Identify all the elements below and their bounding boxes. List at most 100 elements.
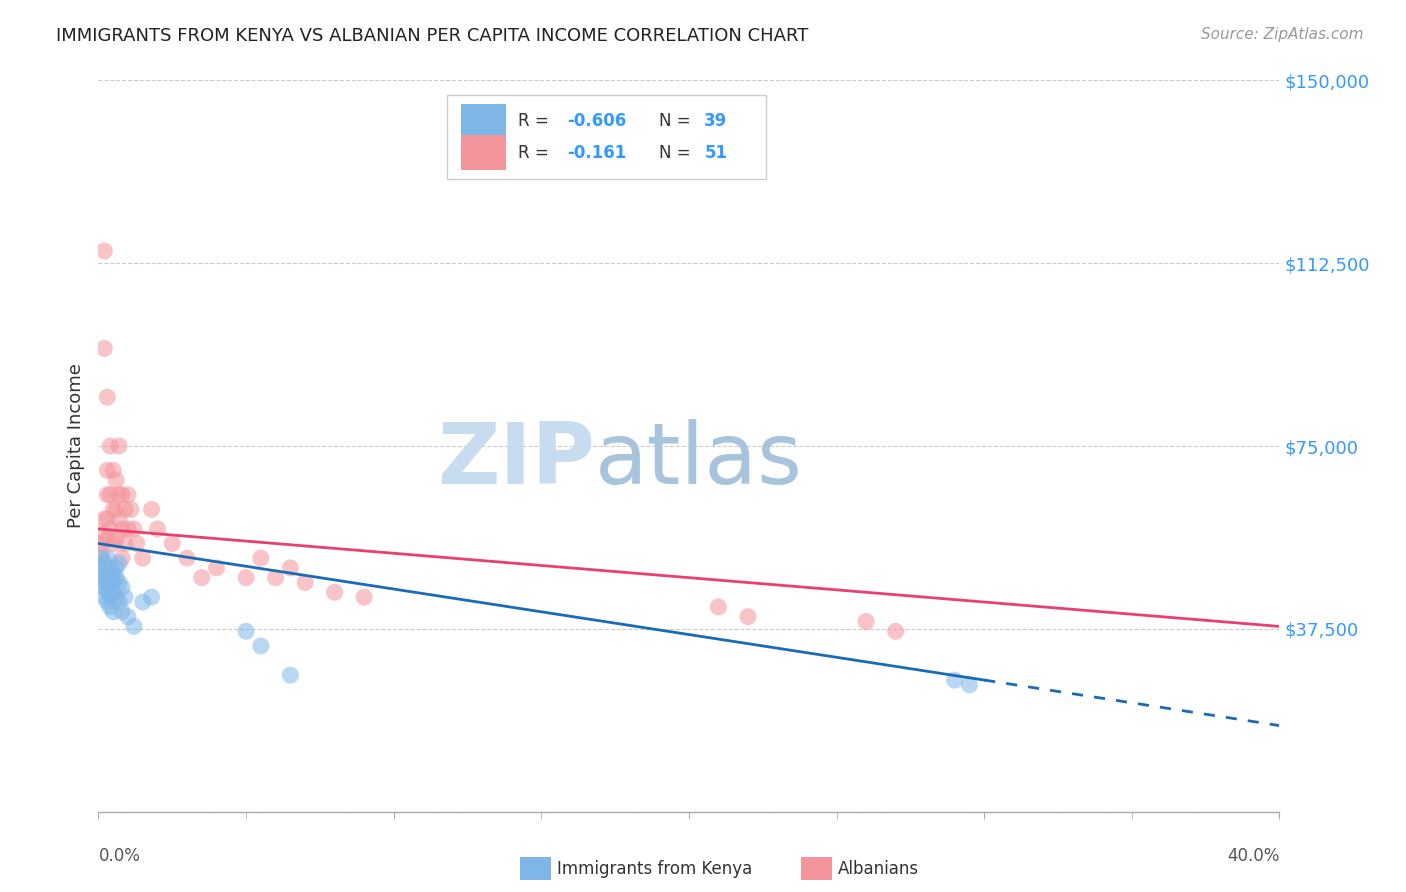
Point <box>93 512 115 526</box>
Point <box>98 571 121 585</box>
Point <box>90 536 112 550</box>
Point <box>114 590 136 604</box>
Point <box>96 551 118 566</box>
Point <box>96 463 118 477</box>
Point <box>105 473 128 487</box>
Bar <box>461 135 506 170</box>
Text: ZIP: ZIP <box>437 419 595 502</box>
Point <box>105 502 128 516</box>
Text: R =: R = <box>517 112 554 130</box>
Bar <box>461 103 506 139</box>
Point <box>176 551 198 566</box>
Point <box>93 590 115 604</box>
Point <box>103 566 125 580</box>
Point <box>96 390 118 404</box>
Point <box>96 512 118 526</box>
Point <box>105 561 128 575</box>
Point <box>264 571 287 585</box>
Point <box>111 605 134 619</box>
Point <box>132 551 155 566</box>
Point <box>103 575 125 590</box>
Point <box>90 571 112 585</box>
Point <box>146 522 169 536</box>
Point <box>98 590 121 604</box>
Point <box>162 536 183 550</box>
Text: 0.0%: 0.0% <box>98 847 141 865</box>
Point <box>96 585 118 599</box>
Point <box>120 502 142 516</box>
Point <box>108 556 131 570</box>
Point <box>323 585 346 599</box>
Text: R =: R = <box>517 144 560 161</box>
Text: Albanians: Albanians <box>838 860 920 878</box>
Point <box>111 522 134 536</box>
Point <box>884 624 907 639</box>
Point <box>353 590 375 604</box>
Y-axis label: Per Capita Income: Per Capita Income <box>66 364 84 528</box>
Point <box>111 551 134 566</box>
Point <box>250 639 273 653</box>
Point <box>122 522 145 536</box>
Point <box>132 595 155 609</box>
Point <box>111 581 134 595</box>
Point <box>108 488 131 502</box>
Point <box>93 556 115 570</box>
Point <box>191 571 214 585</box>
Text: IMMIGRANTS FROM KENYA VS ALBANIAN PER CAPITA INCOME CORRELATION CHART: IMMIGRANTS FROM KENYA VS ALBANIAN PER CA… <box>56 27 808 45</box>
Point <box>959 678 981 692</box>
Point <box>943 673 966 687</box>
Point <box>125 536 148 550</box>
Point <box>105 571 128 585</box>
Point <box>98 599 121 614</box>
Point <box>117 522 139 536</box>
Point <box>90 546 112 560</box>
Point <box>111 488 134 502</box>
Text: Immigrants from Kenya: Immigrants from Kenya <box>557 860 752 878</box>
Point <box>707 599 730 614</box>
Point <box>96 532 118 546</box>
Point <box>93 575 115 590</box>
Point <box>93 566 115 580</box>
Point <box>737 609 759 624</box>
Text: Source: ZipAtlas.com: Source: ZipAtlas.com <box>1201 27 1364 42</box>
Point <box>90 551 112 566</box>
Text: N =: N = <box>659 112 696 130</box>
Point <box>122 619 145 633</box>
Text: -0.161: -0.161 <box>567 144 627 161</box>
Point <box>280 561 302 575</box>
Point <box>103 536 125 550</box>
Text: 40.0%: 40.0% <box>1227 847 1279 865</box>
Point <box>114 502 136 516</box>
Point <box>96 575 118 590</box>
Point <box>98 439 121 453</box>
FancyBboxPatch shape <box>447 95 766 179</box>
Point <box>141 502 163 516</box>
Text: atlas: atlas <box>595 419 803 502</box>
Point <box>855 615 877 629</box>
Point <box>103 463 125 477</box>
Point <box>98 488 121 502</box>
Point <box>93 244 115 258</box>
Point <box>90 561 112 575</box>
Point <box>105 532 128 546</box>
Point <box>117 609 139 624</box>
Point <box>117 488 139 502</box>
Point <box>280 668 302 682</box>
Text: N =: N = <box>659 144 696 161</box>
Point <box>108 512 131 526</box>
Point <box>250 551 273 566</box>
Point <box>108 595 131 609</box>
Point <box>235 571 257 585</box>
Point <box>103 605 125 619</box>
Point <box>235 624 257 639</box>
Point <box>98 522 121 536</box>
Text: 39: 39 <box>704 112 727 130</box>
Point <box>96 488 118 502</box>
Point <box>98 561 121 575</box>
Point <box>108 575 131 590</box>
Point <box>103 585 125 599</box>
Point <box>93 581 115 595</box>
Point <box>93 342 115 356</box>
Text: -0.606: -0.606 <box>567 112 627 130</box>
Point <box>205 561 228 575</box>
